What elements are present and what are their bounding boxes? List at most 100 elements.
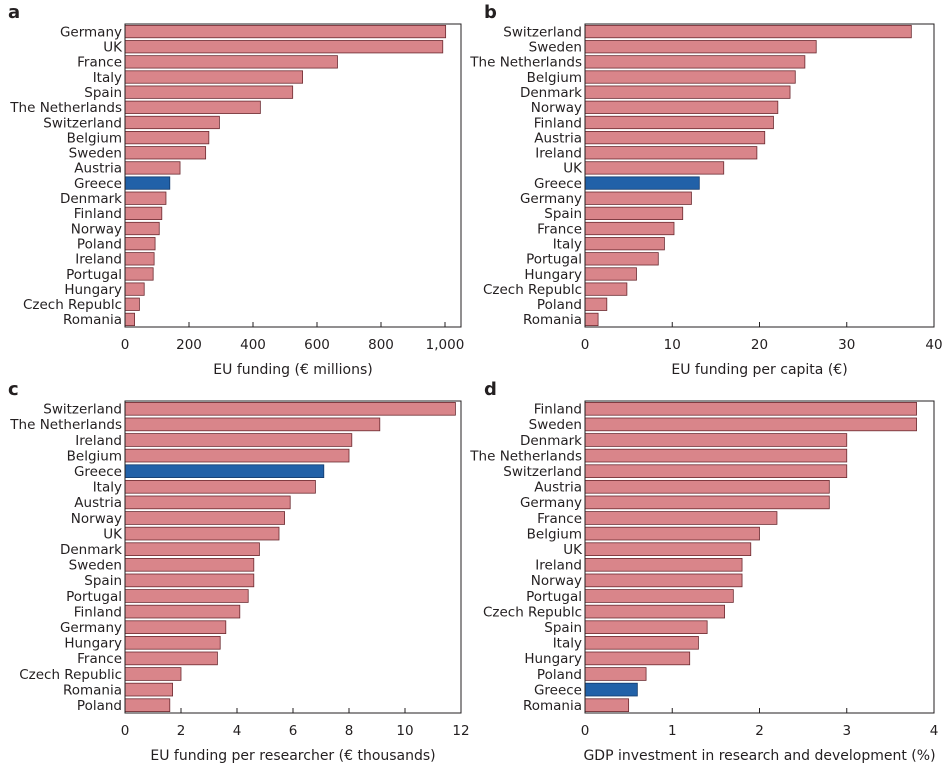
category-label: Finland [534, 115, 582, 131]
panel-label: a [8, 2, 20, 23]
category-label: Greece [74, 464, 122, 480]
bar-ireland [584, 146, 758, 160]
category-label: Denmark [520, 85, 582, 101]
bar-italy [584, 237, 665, 251]
bar-norway [584, 573, 743, 588]
bar-romania [124, 312, 136, 327]
bar-poland [584, 667, 647, 681]
category-label: Italy [93, 480, 122, 496]
category-label: The Netherlands [9, 417, 122, 433]
bar-spain [124, 85, 294, 99]
bar-poland [584, 297, 608, 311]
bar-portugal [124, 267, 154, 281]
bar-portugal [584, 589, 734, 603]
bar-the-netherlands [124, 417, 381, 432]
bar-belgium [124, 448, 350, 463]
bar-poland [124, 237, 156, 251]
bar-finland [584, 115, 774, 130]
category-label: Belgium [527, 526, 582, 542]
bar-italy [124, 70, 304, 84]
x-tick-label: 1 [668, 723, 677, 739]
category-label: Norway [531, 573, 582, 589]
category-label: UK [563, 542, 583, 558]
category-label: Romania [523, 698, 582, 714]
x-tick-label: 10 [396, 723, 413, 739]
category-label: Germany [520, 495, 582, 511]
x-tick-label: 800 [368, 337, 394, 353]
bar-austria [584, 131, 766, 145]
bar-switzerland [124, 401, 456, 416]
category-label: Hungary [64, 282, 122, 298]
category-label: Czech Republc [483, 282, 582, 298]
category-label: Ireland [535, 558, 582, 574]
bar-finland [124, 604, 241, 619]
bar-denmark [124, 191, 167, 205]
bar-spain [584, 206, 684, 220]
category-label: France [77, 651, 122, 667]
bar-finland [584, 401, 917, 416]
bar-the-netherlands [124, 100, 261, 114]
category-label: Italy [553, 236, 582, 252]
category-label: UK [103, 40, 123, 56]
category-label: Poland [537, 667, 582, 683]
category-label: Hungary [64, 636, 122, 652]
category-label: Sweden [529, 417, 582, 433]
category-label: Denmark [60, 191, 122, 207]
x-tick-label: 8 [345, 723, 354, 739]
category-label: Denmark [60, 542, 122, 558]
x-axis-label: EU funding per capita (€) [671, 362, 847, 378]
bar-italy [124, 479, 316, 494]
bar-switzerland [124, 115, 220, 130]
category-label: Greece [534, 682, 582, 698]
bar-romania [124, 682, 173, 697]
bar-hungary [584, 267, 637, 281]
bar-germany [584, 495, 830, 510]
bar-belgium [584, 526, 760, 541]
x-tick-label: 1,000 [426, 337, 465, 353]
category-label: Germany [520, 191, 582, 207]
category-label: Poland [77, 236, 122, 252]
bar-uk [124, 526, 280, 541]
panel-label: c [8, 379, 19, 400]
category-label: France [537, 221, 582, 237]
category-label: Germany [60, 24, 122, 40]
bar-france [124, 651, 218, 666]
plot-frame [584, 23, 935, 328]
bar-greece [584, 682, 638, 697]
x-tick-label: 2 [755, 723, 764, 739]
category-label: UK [103, 526, 123, 542]
x-tick-label: 4 [930, 723, 939, 739]
bar-belgium [584, 70, 796, 84]
x-tick-label: 3 [842, 723, 851, 739]
category-label: Norway [531, 100, 582, 116]
bar-the-netherlands [584, 448, 848, 463]
bar-hungary [584, 651, 691, 666]
category-label: Finland [74, 604, 122, 620]
bar-uk [124, 40, 444, 54]
category-label: Sweden [69, 558, 122, 574]
bar-portugal [584, 252, 659, 266]
bar-uk [584, 161, 725, 175]
bar-italy [584, 636, 699, 650]
category-label: Greece [74, 176, 122, 192]
category-label: The Netherlands [469, 55, 582, 71]
x-tick-label: 0 [581, 337, 590, 353]
bar-austria [124, 161, 181, 175]
category-label: Austria [74, 495, 122, 511]
bar-romania [584, 312, 599, 327]
category-label: Austria [534, 480, 582, 496]
x-tick-label: 400 [240, 337, 266, 353]
category-label: France [537, 511, 582, 527]
bar-czech-republc [584, 604, 726, 619]
x-tick-label: 30 [838, 337, 855, 353]
category-label: Hungary [524, 651, 582, 667]
category-label: Spain [544, 620, 582, 636]
x-tick-label: 12 [452, 723, 469, 739]
bar-spain [584, 620, 708, 634]
bar-hungary [124, 282, 145, 296]
category-label: Ireland [75, 252, 122, 268]
bar-belgium [124, 131, 210, 145]
bar-germany [124, 24, 447, 39]
